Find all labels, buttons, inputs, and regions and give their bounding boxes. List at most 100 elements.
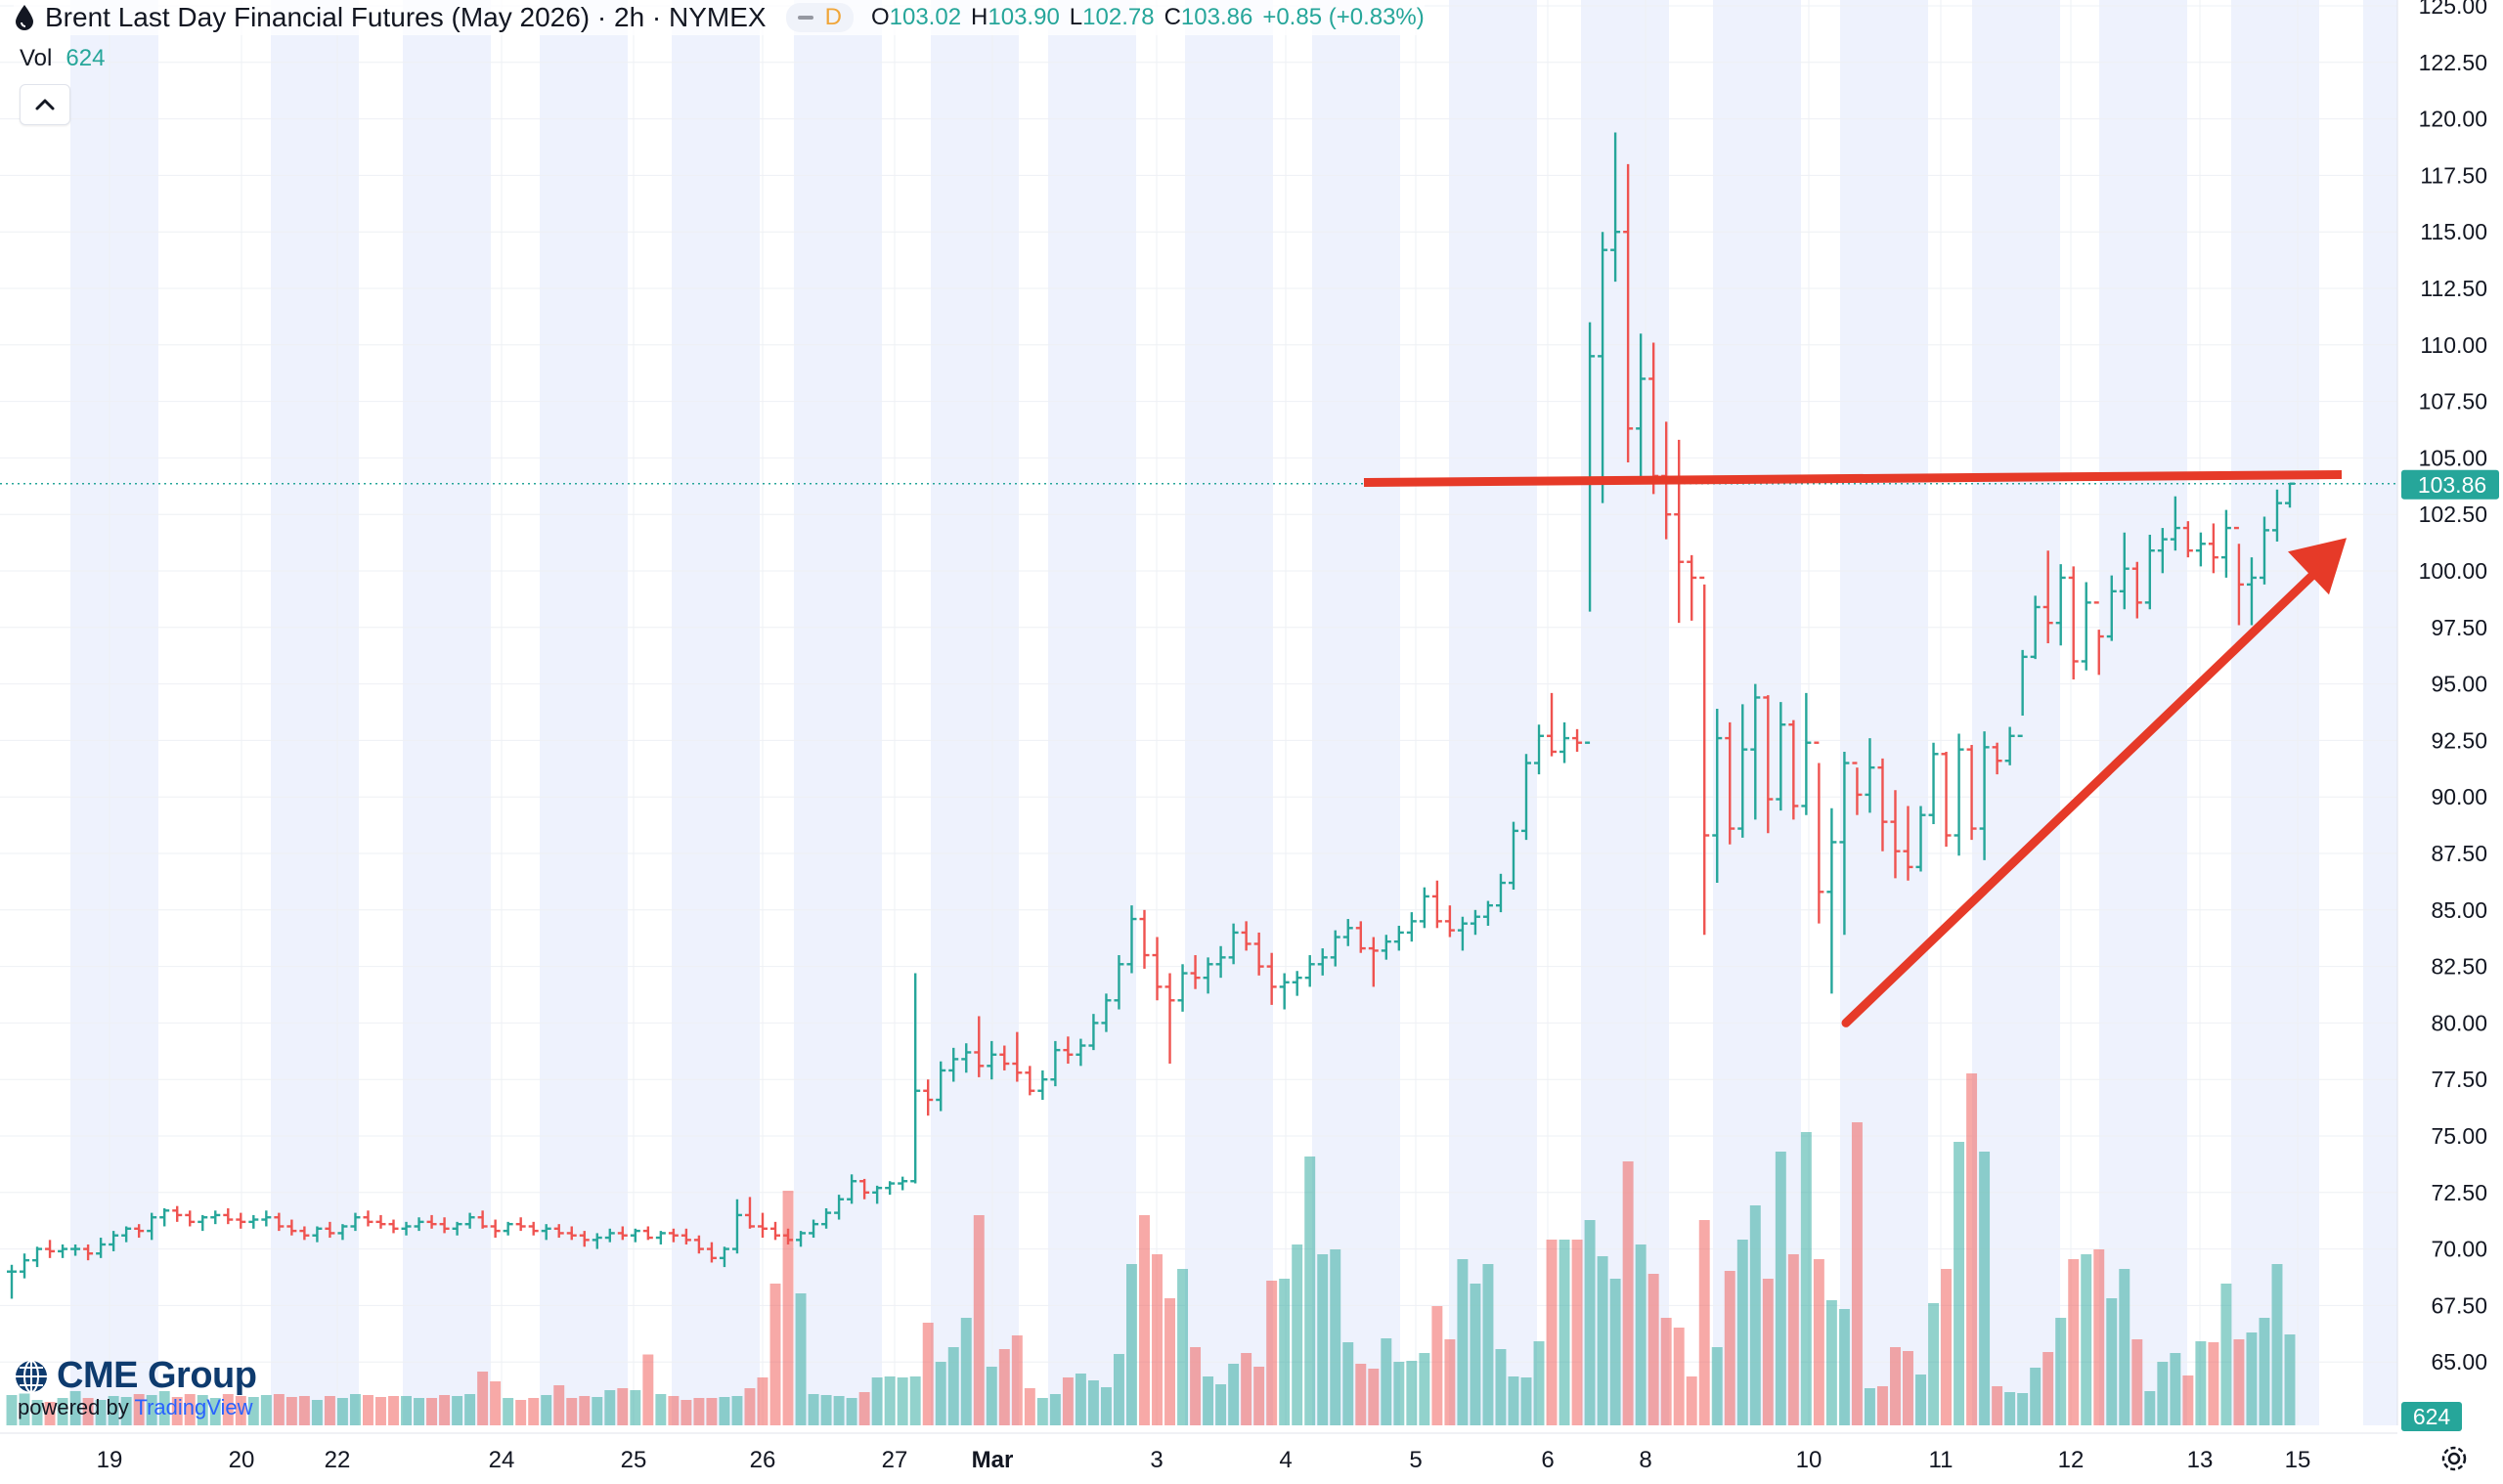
volume-bar: [2017, 1393, 2029, 1425]
volume-bar: [1495, 1349, 1507, 1425]
volume-bar: [1597, 1256, 1608, 1425]
symbol-title[interactable]: Brent Last Day Financial Futures (May 20…: [45, 2, 767, 32]
ohlc-bar: [121, 1226, 132, 1243]
ohlc-bar: [1431, 880, 1442, 929]
volume-bar: [1635, 1244, 1647, 1425]
price-axis-bg: [2397, 0, 2503, 1425]
ohlc-bar: [1814, 741, 1824, 924]
volume-bar: [1482, 1264, 1494, 1425]
volume-bar: [1292, 1244, 1303, 1425]
ohlc-bar: [388, 1219, 399, 1234]
ohlc-bar: [1979, 731, 1990, 860]
low-key: L: [1069, 4, 1083, 30]
cme-branding[interactable]: CME Group powered by TradingView: [14, 1355, 257, 1420]
ohlc-bar: [134, 1224, 145, 1239]
price-tick-label: 100.00: [2419, 558, 2487, 584]
time-tick-label: 8: [1639, 1447, 1651, 1473]
volume-bar: [439, 1395, 451, 1425]
ohlc-bar: [731, 1199, 742, 1254]
volume-bar: [464, 1394, 476, 1425]
ohlc-bar: [528, 1221, 539, 1236]
ohlc-bar: [1623, 163, 1634, 463]
ohlc-bars: [7, 132, 2295, 1299]
horizontal-gridlines: [0, 5, 2397, 1363]
ohlc-bar: [1801, 692, 1812, 815]
ohlc-bar: [1915, 806, 1926, 872]
ohlc-bar: [96, 1238, 107, 1258]
open-value: 103.02: [889, 4, 962, 30]
volume-bar: [630, 1390, 641, 1425]
volume-bar: [273, 1394, 285, 1425]
ohlc-bar: [1088, 1014, 1099, 1051]
tradingview-link[interactable]: TradingView: [134, 1395, 253, 1419]
volume-bar: [592, 1397, 603, 1425]
ohlc-bar: [1903, 806, 1913, 881]
ohlc-bar: [1215, 945, 1226, 979]
volume-bar: [1571, 1240, 1583, 1425]
ohlc-bar: [312, 1226, 323, 1243]
volume-bar: [655, 1394, 667, 1425]
ohlc-bar: [363, 1210, 373, 1227]
volume-bar: [1100, 1387, 1112, 1425]
volume-bar: [477, 1372, 489, 1425]
gear-icon[interactable]: [2438, 1443, 2470, 1474]
volume-bar: [617, 1388, 629, 1425]
volume-bar: [146, 1395, 157, 1425]
ohlc-bar: [1495, 873, 1506, 913]
last-price-box: [2401, 469, 2499, 500]
interval-pill[interactable]: D: [785, 3, 854, 32]
volume-bar: [566, 1398, 578, 1425]
volume-bar: [311, 1400, 323, 1425]
ohlc-bar: [2182, 521, 2193, 558]
volume-bar: [1330, 1249, 1341, 1425]
ohlc-bar: [2259, 516, 2269, 585]
price-axis: 125.00 122.50 120.00 117.50 115.00 112.50 110.…: [2396, 0, 2503, 1431]
collapse-legend-button[interactable]: [20, 84, 70, 125]
ohlc-bar: [1877, 758, 1888, 851]
change-value: +0.85 (+0.83%): [1262, 4, 1425, 30]
time-tick-label: 24: [489, 1447, 515, 1473]
session-band: [672, 0, 760, 1425]
volume-bar: [1890, 1347, 1901, 1425]
ohlc-bar: [948, 1047, 959, 1082]
volume-bar: [19, 1393, 30, 1425]
ohlc-bar: [1139, 909, 1150, 969]
high-value: 103.90: [988, 4, 1060, 30]
ohlc-bar: [350, 1212, 361, 1232]
ohlc-bar: [7, 1264, 17, 1299]
volume-bar: [108, 1396, 119, 1425]
ohlc-bar: [1699, 576, 1710, 936]
volume-bar: [935, 1362, 946, 1425]
volume-bar: [1087, 1380, 1099, 1425]
ohlc-bar: [2131, 561, 2142, 619]
ohlc-bar: [2106, 575, 2117, 641]
ohlc-bar: [1941, 751, 1952, 848]
volume-bar: [998, 1349, 1010, 1425]
ohlc-bar: [566, 1226, 577, 1241]
volume-bar: [2004, 1392, 2016, 1425]
volume-bar: [1915, 1375, 1926, 1425]
volume-bar: [922, 1323, 934, 1425]
volume-bar: [2170, 1353, 2181, 1425]
session-band: [1312, 0, 1400, 1425]
volume-bar: [1941, 1269, 1953, 1425]
ohlc-bar: [286, 1219, 297, 1236]
volume-bar: [2271, 1264, 2283, 1425]
price-tick-label: 92.50: [2431, 727, 2487, 753]
ohlc-bar: [1266, 952, 1277, 1005]
volume-bar: [2233, 1339, 2245, 1425]
dash-icon: [797, 16, 813, 20]
volume-bar: [82, 1398, 94, 1425]
volume-bar: [528, 1398, 540, 1425]
ohlc-bar: [1776, 702, 1786, 811]
session-bands: [70, 0, 2451, 1425]
session-band: [1449, 0, 1537, 1425]
volume-bar: [986, 1367, 997, 1425]
open-key: O: [870, 4, 890, 30]
volume-bar: [1584, 1220, 1596, 1425]
ohlc-bar: [1253, 932, 1264, 976]
time-tick-label: 26: [750, 1447, 776, 1473]
ohlc-bar: [210, 1210, 221, 1225]
volume-bar: [120, 1397, 132, 1425]
